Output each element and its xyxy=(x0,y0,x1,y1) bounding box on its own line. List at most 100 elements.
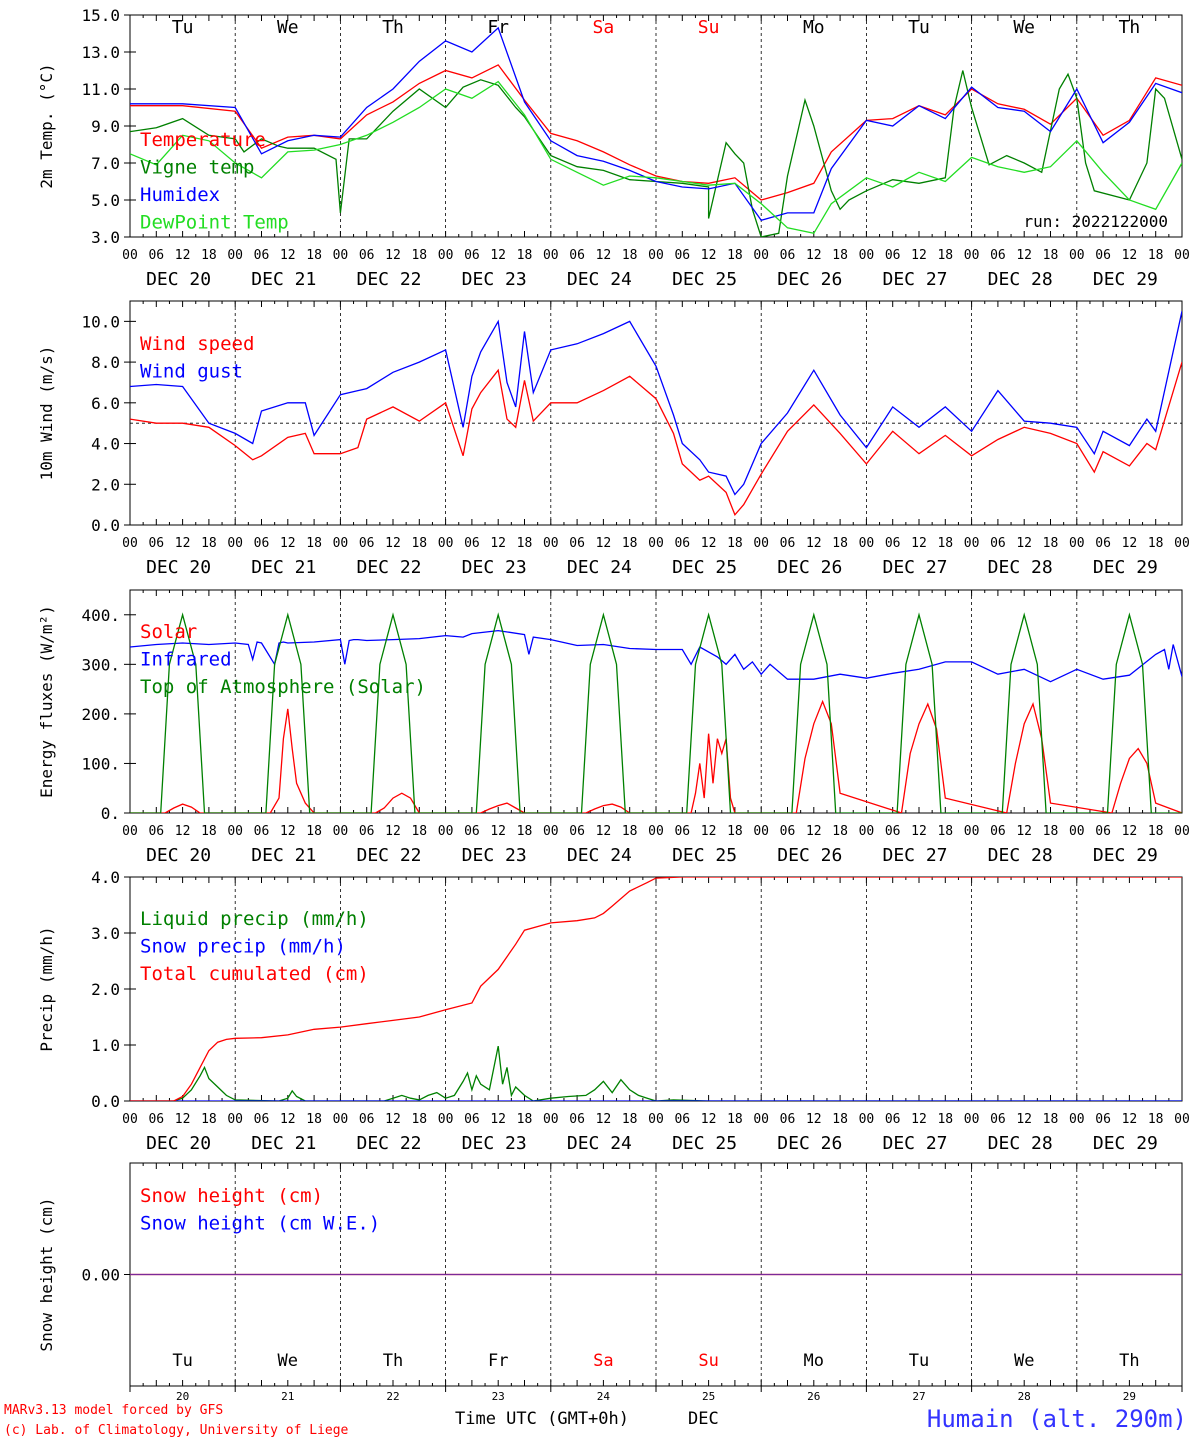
y-axis-label: Precip (mm/h) xyxy=(37,926,56,1051)
hour-tick-label: 06 xyxy=(569,248,585,263)
hour-tick-label: 12 xyxy=(806,1112,822,1127)
station-label: Humain (alt. 290m) xyxy=(927,1405,1187,1433)
hour-tick-label: 12 xyxy=(596,824,612,839)
hour-tick-label: 06 xyxy=(990,1112,1006,1127)
series-top-of-atmosphere-solar xyxy=(130,612,1182,813)
hour-tick-label: 18 xyxy=(622,824,638,839)
hour-tick-label: 18 xyxy=(937,824,953,839)
hour-tick-label: 18 xyxy=(201,248,217,263)
y-tick-label: 1.0 xyxy=(91,1036,120,1055)
day-name: Mo xyxy=(803,17,825,38)
hour-tick-label: 06 xyxy=(359,248,375,263)
day-name: Tu xyxy=(909,1351,929,1371)
hour-tick-label: 18 xyxy=(201,824,217,839)
hour-tick-label: 00 xyxy=(227,824,243,839)
hour-tick-label: 18 xyxy=(411,1112,427,1127)
date-label: DEC 28 xyxy=(988,557,1053,578)
hour-tick-label: 00 xyxy=(1174,1112,1190,1127)
hour-tick-label: 12 xyxy=(280,1112,296,1127)
day-name: Tu xyxy=(908,17,930,38)
hour-tick-label: 00 xyxy=(964,536,980,551)
hour-tick-label: 00 xyxy=(1069,1112,1085,1127)
hour-tick-label: 00 xyxy=(543,248,559,263)
footer: MARv3.13 model forced by GFS (c) Lab. of… xyxy=(4,1403,1187,1438)
hour-tick-label: 00 xyxy=(227,1112,243,1127)
y-tick-label: 11.0 xyxy=(81,80,120,99)
hour-tick-label: 12 xyxy=(1016,248,1032,263)
hour-tick-label: 12 xyxy=(490,1112,506,1127)
hour-tick-label: 00 xyxy=(122,824,138,839)
date-label: DEC 23 xyxy=(462,269,527,290)
hour-tick-label: 06 xyxy=(885,248,901,263)
hour-tick-label: 12 xyxy=(911,248,927,263)
hour-tick-label: 12 xyxy=(1122,824,1138,839)
date-label: DEC 29 xyxy=(1093,269,1158,290)
hour-tick-label: 00 xyxy=(122,248,138,263)
hour-tick-label: 06 xyxy=(569,1112,585,1127)
y-tick-label: 4.0 xyxy=(91,868,120,887)
hour-tick-label: 06 xyxy=(569,536,585,551)
panels: 3.0 5.0 7.0 9.0 11.0 13.0 15.0 2m Temp. (°C) Tem… xyxy=(37,6,1190,1403)
hour-tick-label: 06 xyxy=(569,824,585,839)
day-number: 26 xyxy=(807,1390,820,1403)
y-tick-label: 13.0 xyxy=(81,43,120,62)
hour-tick-label: 18 xyxy=(411,248,427,263)
hour-tick-label: 12 xyxy=(1122,536,1138,551)
hour-tick-label: 06 xyxy=(990,824,1006,839)
day-number: 27 xyxy=(912,1390,925,1403)
hour-tick-label: 18 xyxy=(1043,248,1059,263)
hour-tick-label: 18 xyxy=(1148,536,1164,551)
hour-tick-label: 12 xyxy=(701,824,717,839)
date-label: DEC 27 xyxy=(882,845,947,866)
hour-tick-label: 12 xyxy=(175,824,191,839)
date-label: DEC 25 xyxy=(672,269,737,290)
date-label: DEC 21 xyxy=(251,845,316,866)
hour-tick-label: 18 xyxy=(517,536,533,551)
hour-tick-label: 06 xyxy=(148,248,164,263)
day-number: 29 xyxy=(1123,1390,1136,1403)
day-name: Su xyxy=(698,17,720,38)
day-name: Su xyxy=(698,1351,718,1371)
hour-tick-label: 00 xyxy=(543,536,559,551)
hour-tick-label: 06 xyxy=(254,1112,270,1127)
legend-vigne-temp: Vigne temp xyxy=(140,157,254,179)
date-label: DEC 24 xyxy=(567,845,632,866)
hour-tick-label: 12 xyxy=(806,248,822,263)
hour-tick-label: 12 xyxy=(175,1112,191,1127)
plot-frame xyxy=(129,300,1183,526)
hour-tick-label: 00 xyxy=(122,536,138,551)
date-label: DEC 26 xyxy=(777,845,842,866)
date-label: DEC 21 xyxy=(251,269,316,290)
hour-tick-label: 18 xyxy=(832,1112,848,1127)
hour-tick-label: 00 xyxy=(227,536,243,551)
y-tick-label: 6.0 xyxy=(91,394,120,413)
day-name: Sa xyxy=(593,17,615,38)
hour-tick-label: 00 xyxy=(438,248,454,263)
model-credit: MARv3.13 model forced by GFS xyxy=(4,1403,223,1418)
legend-wind-speed: Wind speed xyxy=(140,333,254,355)
hour-tick-label: 00 xyxy=(543,824,559,839)
hour-tick-label: 12 xyxy=(701,1112,717,1127)
hour-tick-label: 12 xyxy=(280,248,296,263)
hour-tick-label: 06 xyxy=(254,536,270,551)
y-tick-label: 300. xyxy=(81,655,120,674)
date-label: DEC 20 xyxy=(146,845,211,866)
series-group xyxy=(130,311,1182,517)
hour-tick-label: 06 xyxy=(1095,536,1111,551)
date-label: DEC 20 xyxy=(146,269,211,290)
hour-tick-label: 00 xyxy=(333,824,349,839)
y-tick-label: 3.0 xyxy=(91,924,120,943)
y-tick-label: 15.0 xyxy=(81,6,120,25)
hour-tick-label: 18 xyxy=(727,248,743,263)
run-label: run: 2022122000 xyxy=(1024,212,1169,231)
series-solar xyxy=(130,699,1182,813)
hour-tick-label: 12 xyxy=(1016,1112,1032,1127)
date-label: DEC 24 xyxy=(567,1133,632,1154)
hour-tick-label: 18 xyxy=(622,248,638,263)
hour-tick-label: 06 xyxy=(674,1112,690,1127)
y-tick-label: 0.00 xyxy=(81,1266,120,1285)
hour-tick-label: 18 xyxy=(201,536,217,551)
date-label: DEC 26 xyxy=(777,1133,842,1154)
date-label: DEC 29 xyxy=(1093,557,1158,578)
day-number: 28 xyxy=(1018,1390,1031,1403)
